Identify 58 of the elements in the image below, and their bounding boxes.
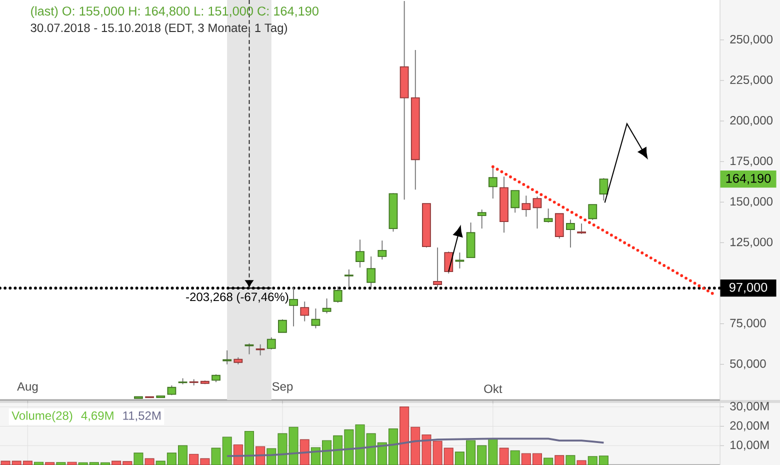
y-tick-label: 250,000	[730, 34, 773, 45]
text: 164,190	[726, 174, 771, 184]
candlestick	[311, 308, 320, 329]
y-tick-label: 200,000	[730, 116, 773, 126]
candlestick	[256, 344, 265, 356]
y-tick-label: 10,00M	[730, 440, 769, 451]
candlestick	[289, 286, 298, 327]
text: 30.07.2018 - 15.10.2018 (EDT, 3 Monate, 1 Tag)	[30, 23, 288, 34]
annotation: -203,268 (-67,46%)	[186, 292, 288, 304]
candlestick	[566, 219, 575, 248]
candlestick	[588, 204, 598, 220]
candlestick	[344, 268, 354, 288]
candlestick	[433, 247, 442, 288]
y-tick-label: 175,000	[730, 156, 773, 167]
bar	[144, 458, 154, 465]
candlestick	[378, 240, 387, 260]
bar	[233, 444, 243, 465]
bar	[45, 462, 55, 465]
x-tick-label: Sep	[272, 382, 293, 394]
x-tick-label: Okt	[484, 384, 502, 394]
y-tick-label: 225,000	[730, 75, 773, 86]
y-tick-label: 30,00M	[730, 402, 769, 412]
bar	[67, 462, 77, 465]
text: Volume(28)	[12, 411, 72, 422]
bar	[510, 450, 520, 465]
bar	[22, 460, 32, 465]
candlestick	[577, 223, 586, 234]
bar	[554, 455, 564, 465]
candlestick	[522, 195, 531, 218]
candlestick	[333, 286, 342, 304]
bar	[244, 430, 254, 465]
y-tick-label: 150,000	[730, 197, 773, 208]
candlestick	[488, 166, 498, 200]
bar	[566, 455, 576, 465]
chart-title: (last) O: 155,000 H: 164,800 L: 151,000 C: 164,190	[31, 6, 318, 18]
candlestick	[532, 196, 542, 230]
candlestick	[554, 213, 564, 240]
candlestick	[599, 178, 608, 201]
candlestick	[266, 336, 276, 350]
candlestick	[544, 208, 553, 224]
candlestick	[366, 256, 376, 288]
candlestick	[244, 342, 254, 355]
bar	[34, 462, 44, 465]
y-tick-label: 50,000	[730, 359, 766, 370]
candlestick	[455, 252, 464, 269]
y-tick-label: 20,00M	[730, 421, 769, 432]
candlestick	[477, 209, 486, 230]
x-tick-label: Aug	[17, 382, 38, 394]
y-tick-label: 125,000	[730, 238, 773, 248]
candlestick	[300, 301, 310, 322]
candlestick	[322, 298, 332, 314]
annotation: 11,52M	[123, 411, 160, 422]
annotation: 4,69M	[81, 411, 114, 422]
candlestick	[356, 239, 364, 268]
candlestick	[278, 318, 287, 333]
ref-line-label: 97,000	[729, 282, 768, 294]
candlestick	[510, 190, 520, 214]
y-tick-label: 75,000	[730, 318, 766, 329]
